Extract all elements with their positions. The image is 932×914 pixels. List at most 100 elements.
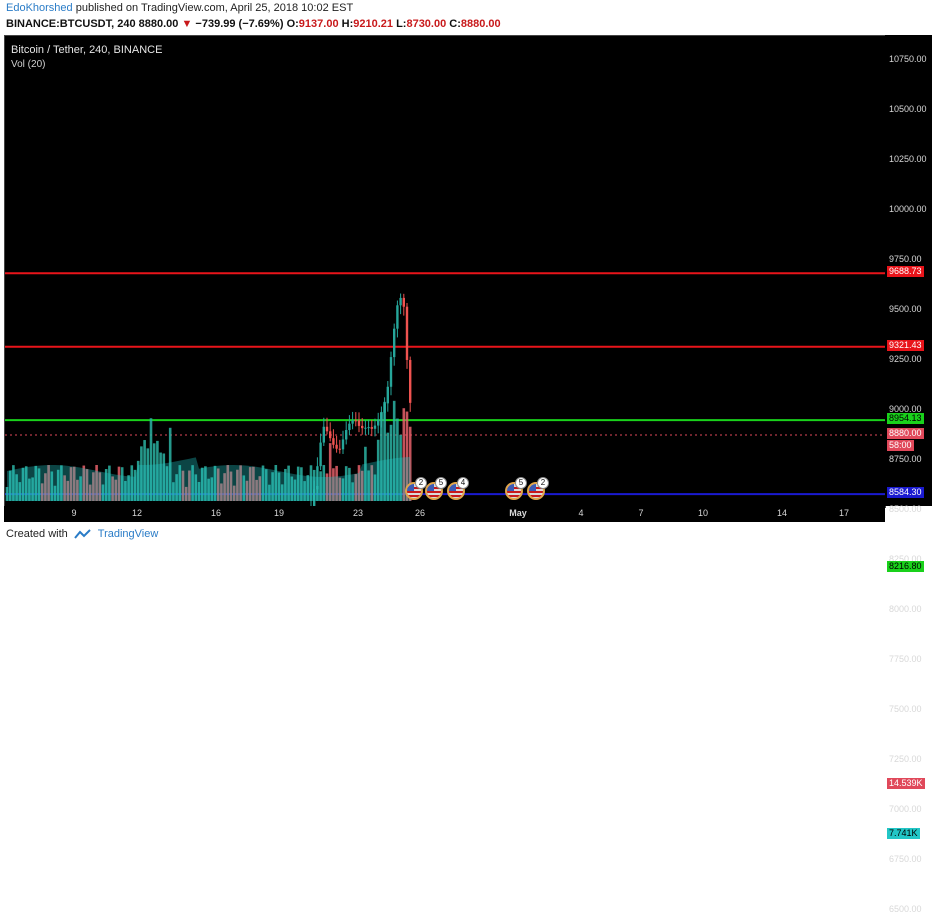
open-label: O: <box>286 18 299 30</box>
volume-bar <box>156 440 159 501</box>
level-price-tag: 8954.13 <box>887 413 924 425</box>
price-tick-label: 10750.00 <box>889 54 927 64</box>
volume-bar <box>178 465 182 501</box>
volume-tag: 14.539K <box>887 778 925 789</box>
high-label: H: <box>341 18 354 30</box>
volume-bar <box>293 479 297 501</box>
volume-bar <box>204 466 207 501</box>
candle <box>396 300 399 338</box>
time-axis[interactable]: 9 12 16 19 23 26 May 4 7 10 14 17 <box>4 506 885 522</box>
symbol-info: BINANCE:BTCUSDT, 240 8880.00 ▼ −739.99 (… <box>6 18 501 30</box>
volume-bar <box>130 465 134 501</box>
volume-bar <box>172 482 175 501</box>
volume-bar <box>303 481 306 501</box>
volume-bar <box>124 480 127 501</box>
volume-bar <box>239 465 242 501</box>
volume-bar <box>44 473 47 501</box>
publish-info: EdoKhorshed published on TradingView.com… <box>6 2 353 14</box>
chart-title: Bitcoin / Tether, 240, BINANCE <box>11 44 163 56</box>
volume-bar <box>50 471 54 501</box>
created-with-text: Created with <box>6 528 68 540</box>
volume-bar <box>386 432 390 501</box>
volume-bar <box>31 477 34 501</box>
volume-bar <box>242 475 246 501</box>
candle <box>361 418 364 435</box>
volume-bar <box>76 479 79 501</box>
volume-bar <box>146 448 150 501</box>
candle <box>348 415 351 436</box>
price-tick-label: 7250.00 <box>889 754 922 764</box>
volume-bar <box>370 465 374 501</box>
time-tick-label: 12 <box>131 508 143 518</box>
candle <box>402 293 405 316</box>
volume-bar <box>277 472 281 501</box>
volume-bar <box>252 466 255 501</box>
close-label: C: <box>449 18 461 30</box>
volume-bar <box>24 466 28 501</box>
volume-bar <box>95 465 98 501</box>
chart-pane[interactable]: Bitcoin / Tether, 240, BINANCE Vol (20) … <box>4 35 886 508</box>
volume-bar <box>245 480 249 501</box>
candle <box>370 419 373 437</box>
price-tick-label: 10000.00 <box>889 204 927 214</box>
volume-bar <box>127 475 130 501</box>
volume-bar <box>354 474 358 501</box>
volume-bar <box>53 485 57 501</box>
price-tick-label: 8500.00 <box>889 504 922 514</box>
volume-bar <box>389 424 393 501</box>
price-tick-label: 7500.00 <box>889 704 922 714</box>
level-price-tag: 8584.30 <box>887 487 924 499</box>
volume-bar <box>18 482 22 501</box>
time-tick-label: 19 <box>273 508 285 518</box>
volume-bar <box>367 470 370 501</box>
volume-bar <box>37 468 41 501</box>
candle <box>357 412 361 433</box>
event-count-badge: 2 <box>537 477 549 489</box>
volume-bar <box>213 465 217 501</box>
volume-bar <box>159 452 162 501</box>
volume-bar <box>133 469 137 501</box>
volume-bar <box>82 465 86 501</box>
publish-text: published on TradingView.com, April 25, … <box>75 2 354 14</box>
volume-bar <box>296 466 300 501</box>
volume-bar <box>216 468 220 501</box>
tradingview-link[interactable]: TradingView <box>97 528 159 540</box>
price-axis[interactable]: 10750.00 10500.00 10250.00 10000.00 9750.00 9… <box>885 35 932 914</box>
candlestick-plot[interactable] <box>5 36 885 507</box>
time-tick-label: 23 <box>352 508 364 518</box>
volume-bar <box>117 466 121 501</box>
volume-bar <box>328 443 332 501</box>
volume-bar <box>47 465 50 501</box>
price-tick-label: 9750.00 <box>889 254 922 264</box>
time-tick-label: 14 <box>776 508 788 518</box>
close-value: 8880.00 <box>460 18 501 30</box>
volume-bar <box>69 467 73 501</box>
volume-bar <box>8 470 12 501</box>
volume-bar <box>5 487 9 501</box>
volume-bar <box>392 400 396 501</box>
volume-bar <box>229 471 233 501</box>
volume-bar <box>108 465 111 501</box>
price-tick-label: 8750.00 <box>889 454 922 464</box>
volume-bar <box>325 473 329 501</box>
low-label: L: <box>396 18 407 30</box>
candle <box>341 430 345 454</box>
volume-bar <box>149 418 153 501</box>
price-tick-label: 9500.00 <box>889 304 922 314</box>
volume-ma-tag: 7.741K <box>887 828 920 839</box>
candle <box>367 419 370 435</box>
volume-bar <box>104 469 108 501</box>
volume-indicator-label[interactable]: Vol (20) <box>11 59 46 70</box>
volume-bar <box>143 440 146 501</box>
candle <box>409 356 412 412</box>
time-tick-label: 4 <box>578 508 584 518</box>
candle <box>319 433 322 470</box>
volume-bar <box>316 485 319 501</box>
volume-bar <box>271 472 274 501</box>
volume-bar <box>405 411 409 501</box>
price-tick-label: 7750.00 <box>889 654 922 664</box>
candle <box>393 323 396 366</box>
volume-bar <box>88 484 92 501</box>
author-link[interactable]: EdoKhorshed <box>6 2 73 14</box>
volume-bar <box>220 483 223 501</box>
